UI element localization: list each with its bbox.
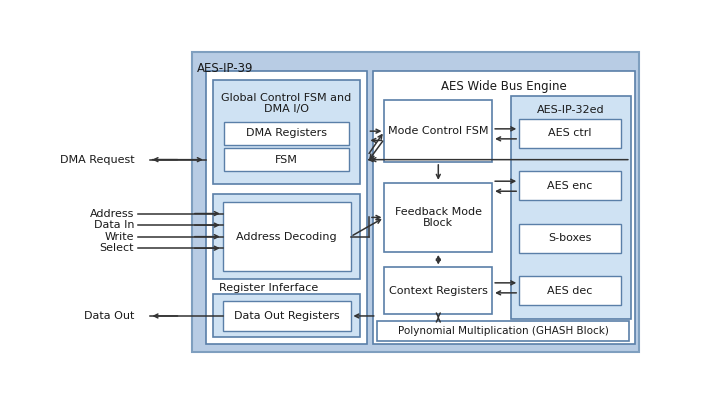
Bar — [222, 202, 351, 271]
Bar — [511, 96, 631, 319]
Text: Data In: Data In — [94, 220, 134, 230]
Bar — [519, 224, 621, 253]
Bar — [222, 300, 351, 331]
Text: Polynomial Multiplication (GHASH Block): Polynomial Multiplication (GHASH Block) — [397, 326, 608, 336]
Bar — [384, 268, 492, 314]
Bar — [213, 194, 360, 279]
Text: Data Out Registers: Data Out Registers — [234, 311, 339, 321]
Text: Feedback Mode
Block: Feedback Mode Block — [395, 206, 482, 228]
Text: AES-IP-32ed: AES-IP-32ed — [537, 105, 605, 115]
Text: Write: Write — [104, 232, 134, 242]
Bar — [377, 321, 629, 341]
Text: AES Wide Bus Engine: AES Wide Bus Engine — [441, 80, 567, 93]
Bar — [384, 100, 492, 162]
Text: AES-IP-39: AES-IP-39 — [197, 62, 253, 75]
Text: Select: Select — [99, 243, 134, 253]
Bar — [519, 119, 621, 148]
Bar — [384, 183, 492, 252]
Text: S-boxes: S-boxes — [549, 233, 592, 243]
Text: AES ctrl: AES ctrl — [548, 128, 592, 138]
Bar — [213, 294, 360, 337]
Text: Address: Address — [90, 208, 134, 218]
Bar — [192, 52, 639, 352]
Bar — [213, 80, 360, 184]
Bar — [373, 71, 634, 344]
Bar — [206, 71, 367, 344]
Bar — [224, 148, 349, 171]
Text: DMA Request: DMA Request — [60, 155, 135, 165]
Text: Context Registers: Context Registers — [389, 286, 487, 296]
Text: DMA Registers: DMA Registers — [246, 128, 327, 138]
Text: AES enc: AES enc — [547, 181, 593, 191]
Text: Global Control FSM and
DMA I/O: Global Control FSM and DMA I/O — [222, 93, 352, 114]
Text: Address Decoding: Address Decoding — [236, 232, 337, 242]
Bar — [519, 171, 621, 200]
Text: FSM: FSM — [275, 155, 298, 165]
Text: AES dec: AES dec — [547, 286, 593, 296]
Text: Mode Control FSM: Mode Control FSM — [388, 126, 489, 136]
Bar — [224, 122, 349, 145]
Text: Register Inferface: Register Inferface — [220, 283, 318, 293]
Text: Data Out: Data Out — [84, 311, 134, 321]
Bar — [519, 276, 621, 305]
